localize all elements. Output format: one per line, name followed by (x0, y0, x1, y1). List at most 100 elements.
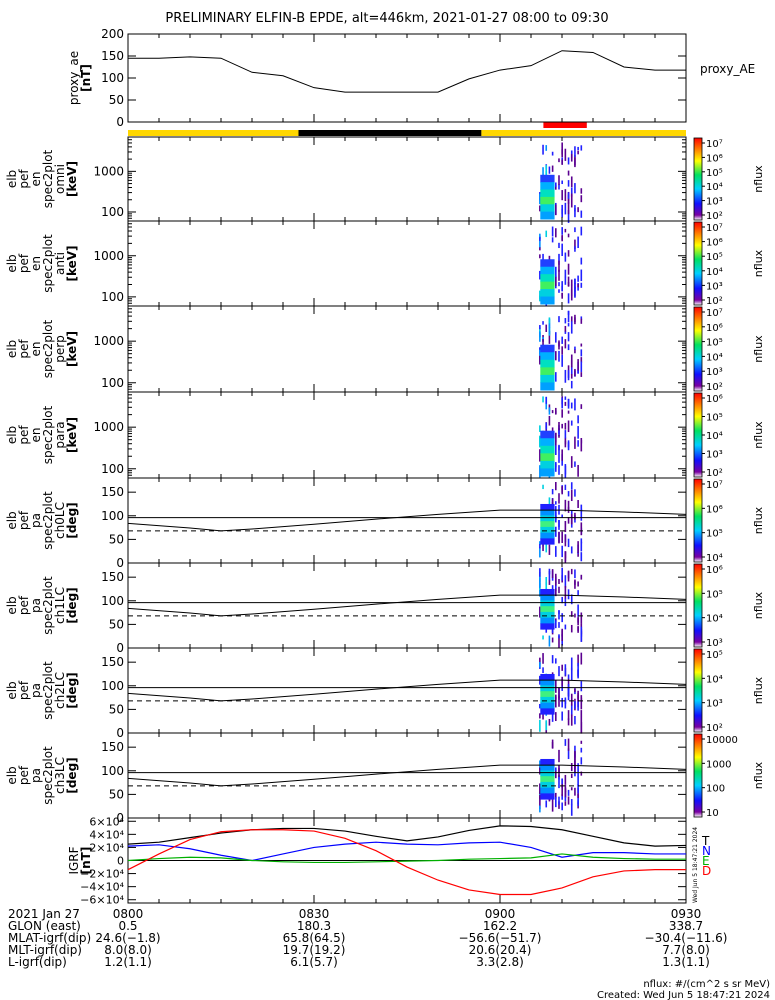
spectrogram-pixel (539, 578, 541, 588)
time-tick-label: 0830 (299, 907, 330, 921)
spectrogram-pixel (558, 269, 560, 281)
spectrogram-pixel (567, 170, 570, 176)
y-axis-label-line: elb (5, 340, 19, 358)
loss-cone-line (127, 594, 687, 617)
y-tick-label: −4×10⁴ (80, 881, 124, 894)
spectrogram-pixel (567, 718, 570, 726)
spectrogram-pixel (561, 793, 563, 800)
spectrogram-pixel (555, 581, 557, 592)
spectrogram-pixel (574, 279, 576, 292)
spectrogram-pixel (580, 269, 583, 282)
y-tick-label: 150 (101, 485, 124, 499)
spectrogram-pixel (545, 165, 548, 175)
y-tick-label: 0 (116, 641, 124, 655)
spectrogram-core (540, 259, 555, 268)
spectrogram-core (540, 538, 555, 545)
spectrogram-pixel (580, 721, 583, 733)
colorbar-tick-label: 10⁶ (706, 565, 723, 576)
spectrogram-pixel (558, 425, 560, 437)
spectrogram-pixel (561, 514, 563, 518)
spectrogram-pixel (555, 769, 557, 779)
colorbar-label: nflux (752, 249, 765, 277)
panel-frame (127, 305, 687, 393)
spectrogram-pixel (548, 579, 551, 585)
spectrogram-pixel (558, 158, 560, 163)
colorbar-tick-label: 10² (706, 296, 723, 307)
spectrogram-pixel (555, 277, 557, 287)
spectrogram-core (540, 296, 555, 305)
spectrogram-pixel (561, 208, 563, 218)
spectrogram-pixel (539, 325, 541, 330)
spectrogram-pixel (539, 233, 541, 239)
spectrogram-pixel (555, 182, 557, 187)
spectrogram-pixel (539, 547, 541, 558)
spectrogram-pixel (580, 226, 583, 236)
time-tick-label: 0800 (113, 907, 144, 921)
y-tick-label: 150 (101, 655, 124, 669)
y-tick-label: 0 (116, 811, 124, 825)
y-tick-label: 50 (109, 702, 124, 716)
spectrogram-pixel (551, 629, 554, 633)
spectrogram-pixel (574, 580, 576, 585)
y-tick-label: 1000 (93, 420, 124, 434)
spectrogram-pixel (542, 167, 544, 178)
y-axis-label-line: anti (53, 252, 67, 275)
colorbar (693, 648, 703, 733)
spectrogram-pixel (555, 573, 557, 586)
spectrogram-pixel (555, 506, 557, 518)
spectrogram-pixel (561, 778, 563, 784)
spectrogram-pixel (558, 434, 560, 438)
y-tick-label: 150 (101, 740, 124, 754)
spectrogram-pixel (539, 805, 541, 813)
science-zone-bar (543, 122, 587, 128)
spectrogram-pixel (555, 266, 557, 278)
spectrogram-pixel (561, 802, 563, 811)
y-tick-label: 100 (101, 679, 124, 693)
spectrogram-pixel (539, 568, 541, 577)
spectrogram-pixel (564, 664, 567, 676)
colorbar-tick-label: 10⁶ (706, 323, 723, 334)
spectrogram-pixel (558, 695, 560, 707)
spectrogram-pa_ch3 (539, 738, 583, 816)
spectrogram-core (540, 594, 555, 601)
y-axis-label-line: pef (17, 765, 31, 785)
spectrogram-core (540, 445, 555, 454)
spectrogram-pixel (555, 482, 557, 491)
colorbar-tick-label: 10⁷ (706, 480, 723, 491)
spectrogram-pixel (561, 423, 563, 429)
colorbar-tick-label: 10000 (706, 735, 738, 746)
spectrogram-pixel (570, 514, 573, 525)
spectrogram-core (540, 781, 555, 789)
spectrogram-pixel (580, 404, 583, 409)
spectrogram-pixel (564, 430, 567, 439)
spectrogram-pixel (580, 349, 583, 357)
y-axis-label-line: spec2plot (41, 405, 55, 464)
colorbar-tick-label: 10⁶ (706, 394, 723, 405)
spectrogram-pixel (580, 757, 583, 765)
spectrogram-pixel (561, 545, 563, 558)
spectrogram-pixel (574, 157, 576, 168)
colorbar-label: nflux (752, 506, 765, 534)
y-axis-label-line: IGRF (67, 846, 81, 874)
spectrogram-core (540, 685, 555, 692)
y-axis-label-line: elb (5, 254, 19, 272)
spectrogram-pixel (564, 801, 567, 806)
colorbar-tick-label: 10⁵ (706, 338, 723, 349)
spectrogram-pixel (564, 521, 567, 533)
spectrogram-en_omni (539, 142, 583, 223)
spectrogram-pixel (567, 276, 570, 287)
spectrogram-pixel (570, 489, 573, 502)
y-axis-label-line: elb (5, 170, 19, 188)
spectrogram-core (540, 374, 555, 383)
y-axis-label-line: [deg] (65, 672, 79, 708)
spectrogram-pixel (567, 192, 570, 199)
spectrogram-pixel (561, 676, 563, 687)
spectrogram-pixel (551, 151, 554, 156)
spectrogram-pixel (558, 622, 560, 628)
spectrogram-pixel (558, 493, 560, 504)
y-axis-label-line: pa (29, 513, 43, 528)
y-axis-label-line: spec2plot (41, 661, 55, 720)
